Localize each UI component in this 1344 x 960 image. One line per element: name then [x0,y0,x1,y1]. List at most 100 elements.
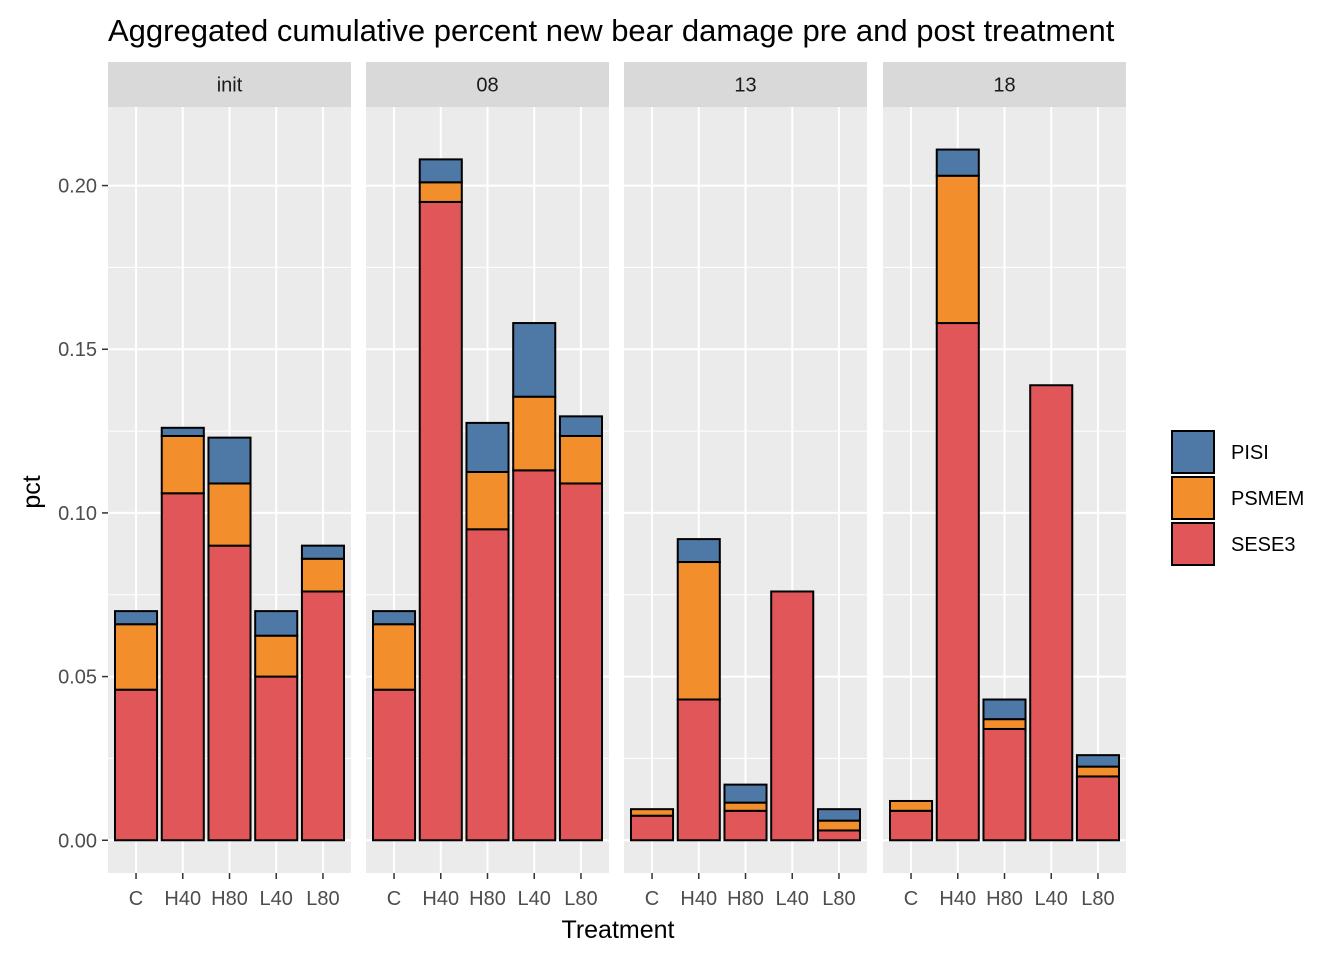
bar-08-l80-sese3 [558,482,603,842]
legend-key-pisi [1171,430,1215,474]
y-tick-label: 0.10 [58,503,97,525]
x-tick-label: H80 [469,888,506,910]
bar-08-l40-psmem [512,395,557,472]
legend: PISI PSMEM SESE3 [1171,430,1304,566]
facet-strip-label: init [217,75,243,97]
bar-13-h40-psmem [676,561,721,701]
bar-18-l80-psmem [1075,765,1120,778]
bar-13-l80-sese3 [816,829,861,842]
bar-08-h40-pisi [418,158,463,184]
x-tick-label: L80 [822,888,855,910]
facet-init: init C H40 H80 L40 L80 [108,62,351,910]
x-tick-label: L80 [306,888,339,910]
facet-18: 18 C H40 H80 L40 L80 [883,62,1126,910]
facet-strip [883,62,1126,107]
x-tick-label: C [129,888,143,910]
facet-08: 08 C H40 H80 L40 L80 [366,62,609,910]
bar-init-l40-psmem [254,634,299,678]
chart-title: Aggregated cumulative percent new bear d… [108,13,1115,48]
x-axis-title: Treatment [561,916,674,944]
x-tick-label: L40 [776,888,809,910]
x-tick-label: H40 [939,888,976,910]
x-tick-label: H40 [164,888,201,910]
legend-key-sese3 [1171,522,1215,566]
y-tick-label: 0.20 [58,176,97,198]
y-axis-title: pct [18,475,46,508]
x-tick-label: C [645,888,659,910]
facet-strip [108,62,351,107]
bar-init-h40-pisi [160,426,205,437]
x-tick-label: H40 [680,888,717,910]
bar-18-h80-sese3 [982,727,1027,842]
bar-18-l80-pisi [1075,754,1120,768]
bar-init-l40-sese3 [254,675,299,842]
bar-08-c-sese3 [372,688,417,842]
bar-18-l40-sese3 [1029,384,1074,842]
facet-strip [624,62,867,107]
bar-13-h80-sese3 [723,809,768,842]
bar-08-h80-pisi [465,421,510,473]
facet-panels: init C H40 H80 L40 L80 08 C H40 H80 L40 L80 13 C H40 H8… [108,62,1126,910]
bar-08-h80-psmem [465,470,510,531]
bar-init-l80-psmem [300,557,345,593]
bar-init-l80-pisi [300,544,345,560]
x-tick-label: L40 [518,888,551,910]
bar-08-h40-sese3 [418,200,463,842]
legend-key-psmem [1171,476,1215,520]
bar-08-h40-psmem [418,181,463,203]
x-tick-label: H80 [727,888,764,910]
bar-13-h40-pisi [676,538,721,564]
facet-strip-label: 13 [734,75,756,97]
bar-init-h40-psmem [160,434,205,495]
x-tick-label: L40 [1035,888,1068,910]
x-tick-label: C [904,888,918,910]
bar-init-c-psmem [114,623,159,691]
facet-strip-label: 08 [476,75,498,97]
bar-13-c-sese3 [630,814,675,842]
x-tick-label: H40 [422,888,459,910]
bar-18-c-sese3 [889,809,934,842]
bar-13-h40-sese3 [676,698,721,842]
bar-init-l80-sese3 [300,590,345,842]
bar-init-h80-sese3 [207,544,252,842]
facet-13: 13 C H40 H80 L40 L80 [624,62,867,910]
bar-08-l40-pisi [512,322,557,398]
bar-08-l80-pisi [558,415,603,437]
x-tick-label: H80 [986,888,1023,910]
bar-18-h80-pisi [982,698,1027,721]
bar-18-h80-psmem [982,718,1027,730]
bar-18-h40-sese3 [935,322,980,842]
bar-init-c-sese3 [114,688,159,842]
bar-13-l80-pisi [816,808,861,822]
bar-18-h40-psmem [935,174,980,325]
bar-init-h80-psmem [207,482,252,547]
bar-init-h40-sese3 [160,492,205,842]
bar-13-l40-sese3 [770,590,815,842]
bar-08-l40-sese3 [512,469,557,842]
bar-init-c-pisi [114,610,159,626]
bar-18-l80-sese3 [1075,775,1120,842]
x-tick-label: C [387,888,401,910]
bar-13-c-psmem [630,808,675,817]
bar-13-l80-psmem [816,819,861,832]
bar-13-h80-pisi [723,783,768,804]
y-tick-label: 0.00 [58,830,97,852]
legend-label-pisi: PISI [1231,442,1269,464]
y-axis: 0.00 0.05 0.10 0.15 0.20 [58,176,108,852]
bar-18-c-psmem [889,799,934,812]
y-tick-label: 0.15 [58,339,97,361]
bar-08-c-pisi [372,610,417,626]
bar-08-h80-sese3 [465,528,510,842]
x-tick-label: L80 [564,888,597,910]
legend-label-psmem: PSMEM [1231,488,1304,510]
bar-18-h40-pisi [935,148,980,177]
bar-init-l40-pisi [254,610,299,637]
legend-label-sese3: SESE3 [1231,534,1295,556]
bar-08-l80-psmem [558,434,603,485]
x-tick-label: H80 [211,888,248,910]
bar-init-h80-pisi [207,436,252,485]
y-tick-label: 0.05 [58,667,97,689]
x-tick-label: L40 [260,888,293,910]
bar-08-c-psmem [372,623,417,691]
